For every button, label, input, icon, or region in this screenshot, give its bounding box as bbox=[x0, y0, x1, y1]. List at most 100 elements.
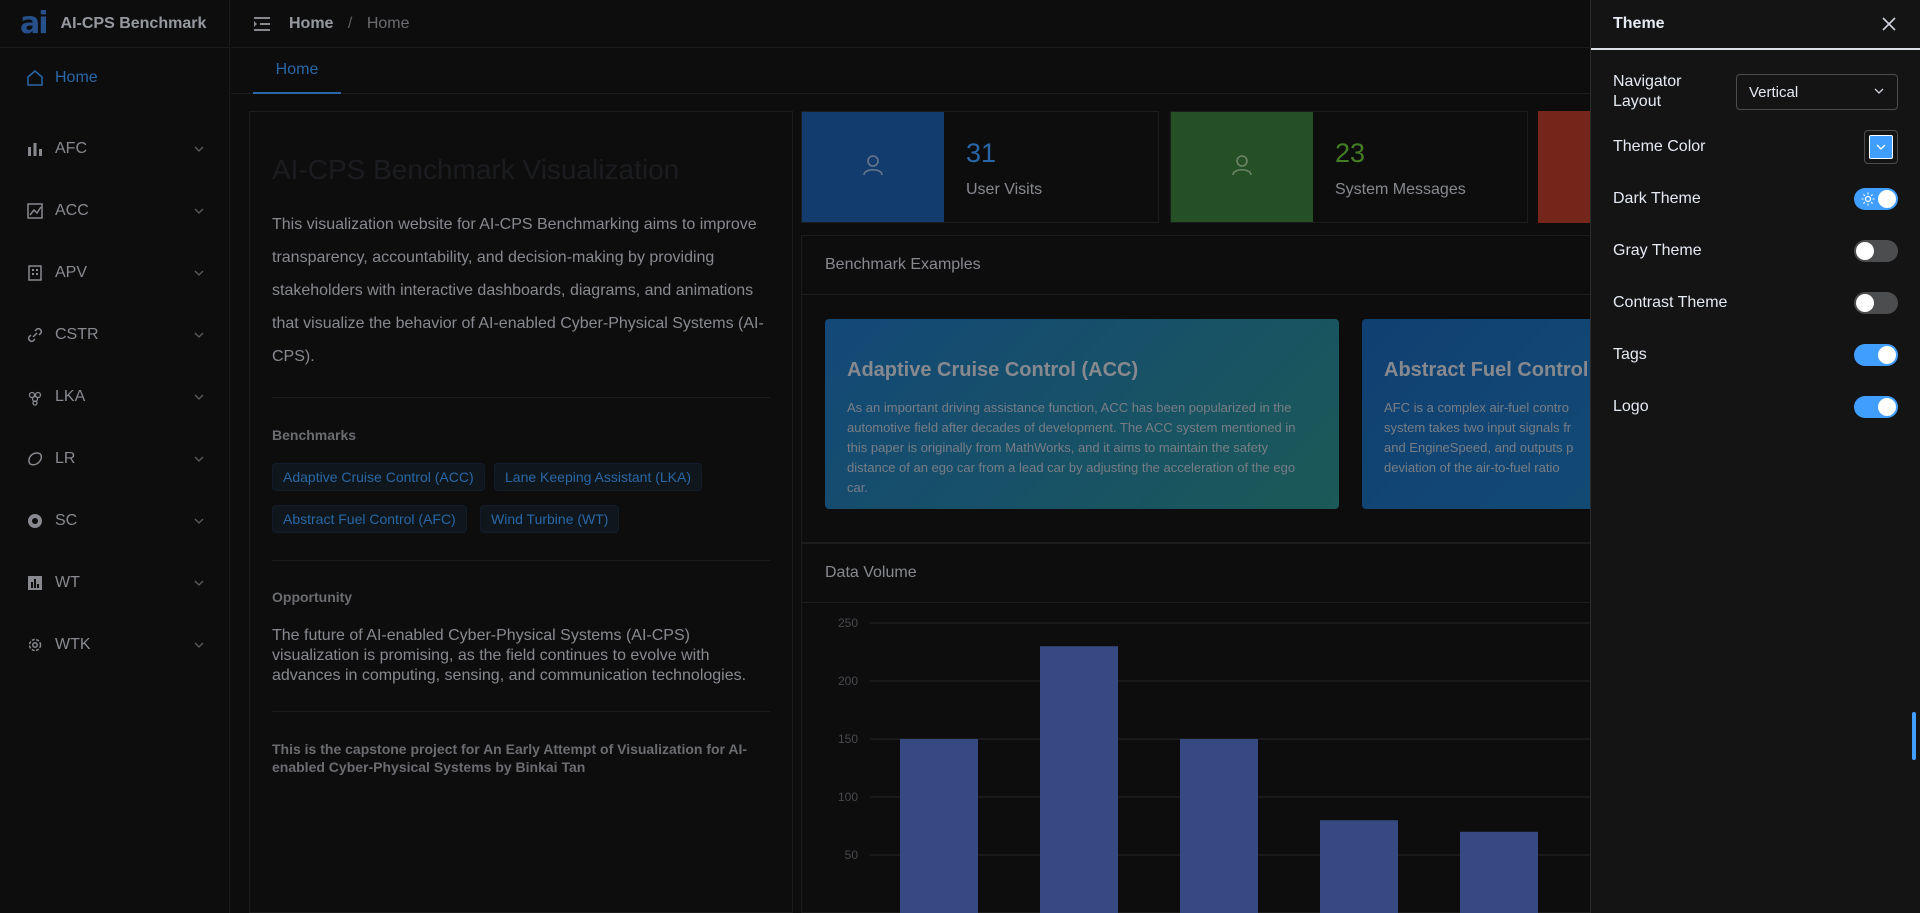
bar[interactable] bbox=[1040, 646, 1118, 913]
sidebar-item-cstr[interactable]: CSTR bbox=[0, 304, 229, 366]
sidebar-item-sc[interactable]: SC bbox=[0, 490, 229, 552]
setting-label: Tags bbox=[1613, 346, 1647, 363]
benchmark-tag[interactable]: Abstract Fuel Control (AFC) bbox=[272, 505, 467, 533]
y-tick-label: 200 bbox=[838, 674, 858, 688]
navigator-layout-select[interactable]: Vertical bbox=[1736, 74, 1898, 110]
chevron-down-icon bbox=[193, 639, 205, 651]
bar[interactable] bbox=[900, 739, 978, 913]
benchmark-tag[interactable]: Adaptive Cruise Control (ACC) bbox=[272, 463, 485, 491]
drawer-overlay[interactable] bbox=[0, 0, 1590, 913]
chrome-icon bbox=[26, 512, 44, 530]
setting-label: Gray Theme bbox=[1613, 242, 1702, 259]
intro-title: AI-CPS Benchmark Visualization bbox=[272, 154, 680, 185]
sidebar-item-wt[interactable]: WT bbox=[0, 552, 229, 614]
link-icon bbox=[26, 326, 44, 344]
contrast-theme-switch[interactable] bbox=[1854, 292, 1898, 314]
sidebar-item-label: CSTR bbox=[55, 326, 99, 343]
setting-label: Theme Color bbox=[1613, 138, 1706, 155]
stat-label: System Messages bbox=[1335, 181, 1466, 198]
close-icon[interactable] bbox=[1880, 15, 1898, 33]
sidebar-item-label: WT bbox=[55, 574, 80, 591]
stat-body: 31 User Visits bbox=[944, 112, 1042, 222]
chevron-down-icon bbox=[193, 391, 205, 403]
menu-fold-icon[interactable] bbox=[251, 13, 273, 35]
theme-color-picker[interactable] bbox=[1864, 130, 1898, 164]
bar[interactable] bbox=[1180, 739, 1258, 913]
chevron-down-icon bbox=[193, 267, 205, 279]
y-tick-label: 150 bbox=[838, 732, 858, 746]
chevron-down-icon bbox=[193, 577, 205, 589]
theme-color-swatch bbox=[1869, 135, 1893, 159]
y-tick-label: 100 bbox=[838, 790, 858, 804]
benchmarks-label: Benchmarks bbox=[272, 427, 357, 443]
sidebar-item-label: ACC bbox=[55, 202, 89, 219]
sidebar-item-lr[interactable]: LR bbox=[0, 428, 229, 490]
tab-bar: Home bbox=[231, 48, 1920, 94]
intro-card: AI-CPS Benchmark Visualization This visu… bbox=[249, 111, 793, 913]
logo-switch[interactable] bbox=[1854, 396, 1898, 418]
app-title: AI-CPS Benchmark bbox=[60, 14, 207, 32]
chevron-down-icon bbox=[193, 205, 205, 217]
sidebar-item-label: LR bbox=[55, 450, 76, 467]
benchmark-tag[interactable]: Wind Turbine (WT) bbox=[480, 505, 620, 533]
sidebar-item-label: APV bbox=[55, 264, 88, 281]
switch-knob bbox=[1878, 398, 1896, 416]
benchmark-tag[interactable]: Lane Keeping Assistant (LKA) bbox=[494, 463, 703, 491]
gear-icon bbox=[26, 636, 44, 654]
sidebar-item-home[interactable]: Home bbox=[0, 56, 229, 100]
stat-label: User Visits bbox=[966, 181, 1043, 198]
divider bbox=[272, 397, 770, 398]
gray-theme-switch[interactable] bbox=[1854, 240, 1898, 262]
stat-value: 31 bbox=[966, 138, 997, 168]
sidebar-item-label: WTK bbox=[55, 636, 91, 653]
y-tick-label: 50 bbox=[845, 848, 859, 862]
data-volume-chart: 250 200 150 100 50 bbox=[838, 616, 1920, 913]
setting-logo: Logo bbox=[1613, 396, 1898, 418]
sun-icon bbox=[1861, 192, 1875, 206]
scrollbar-thumb[interactable] bbox=[1912, 712, 1916, 760]
building-icon bbox=[26, 264, 44, 282]
chevron-down-icon bbox=[1876, 144, 1886, 150]
example-card-title: Abstract Fuel Control ( bbox=[1384, 359, 1601, 381]
chevron-down-icon bbox=[193, 329, 205, 341]
tags-switch[interactable] bbox=[1854, 344, 1898, 366]
stat-card-user-visits: 31 User Visits bbox=[801, 111, 1159, 223]
divider bbox=[272, 560, 770, 561]
example-card-acc[interactable]: Adaptive Cruise Control (ACC) As an impo… bbox=[825, 319, 1339, 509]
bar[interactable] bbox=[1320, 820, 1398, 913]
sidebar-item-afc[interactable]: AFC bbox=[0, 118, 229, 180]
breadcrumb: Home / Home bbox=[289, 15, 410, 33]
bar[interactable] bbox=[1460, 831, 1538, 913]
sidebar-item-label: AFC bbox=[55, 140, 87, 157]
select-value: Vertical bbox=[1749, 83, 1799, 101]
chevron-down-icon bbox=[193, 453, 205, 465]
sidebar-menu: Home AFC ACC APV CSTR LKA L bbox=[0, 48, 229, 676]
breadcrumb-separator: / bbox=[347, 14, 353, 32]
stat-icon-box bbox=[1171, 112, 1313, 222]
tab-home[interactable]: Home bbox=[253, 48, 341, 94]
sidebar-item-apv[interactable]: APV bbox=[0, 242, 229, 304]
setting-dark-theme: Dark Theme bbox=[1613, 188, 1898, 210]
divider bbox=[272, 711, 770, 712]
breadcrumb-root[interactable]: Home bbox=[289, 14, 334, 32]
app-logo: ai bbox=[20, 6, 48, 41]
grape-icon bbox=[26, 388, 44, 406]
switch-knob bbox=[1878, 346, 1896, 364]
lemon-icon bbox=[26, 450, 44, 468]
dark-theme-switch[interactable] bbox=[1854, 188, 1898, 210]
switch-knob bbox=[1856, 294, 1874, 312]
setting-contrast-theme: Contrast Theme bbox=[1613, 292, 1898, 314]
example-card-text: AFC is a complex air-fuel contro system … bbox=[1384, 400, 1574, 475]
line-chart-icon bbox=[26, 202, 44, 220]
sidebar-item-wtk[interactable]: WTK bbox=[0, 614, 229, 676]
chevron-down-icon bbox=[1873, 84, 1885, 101]
setting-label: Contrast Theme bbox=[1613, 294, 1728, 311]
setting-label: Logo bbox=[1613, 398, 1649, 415]
stat-card-partial bbox=[1538, 111, 1598, 223]
sidebar-item-acc[interactable]: ACC bbox=[0, 180, 229, 242]
sidebar-item-label: SC bbox=[55, 512, 78, 529]
opportunity-text: The future of AI-enabled Cyber-Physical … bbox=[272, 627, 747, 684]
intro-text: This visualization website for AI-CPS Be… bbox=[272, 216, 764, 365]
sidebar-item-lka[interactable]: LKA bbox=[0, 366, 229, 428]
example-card-title: Adaptive Cruise Control (ACC) bbox=[847, 359, 1139, 381]
